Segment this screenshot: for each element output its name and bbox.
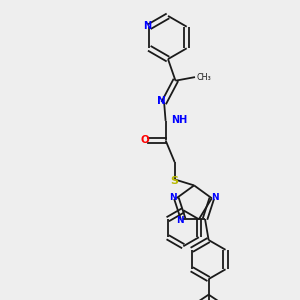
Text: S: S (170, 176, 178, 186)
Text: N: N (157, 96, 166, 106)
Text: N: N (143, 21, 151, 31)
Text: N: N (211, 193, 219, 202)
Text: N: N (176, 216, 184, 225)
Text: N: N (169, 193, 177, 202)
Text: NH: NH (172, 115, 188, 125)
Text: O: O (140, 135, 149, 146)
Text: CH₃: CH₃ (196, 73, 211, 82)
